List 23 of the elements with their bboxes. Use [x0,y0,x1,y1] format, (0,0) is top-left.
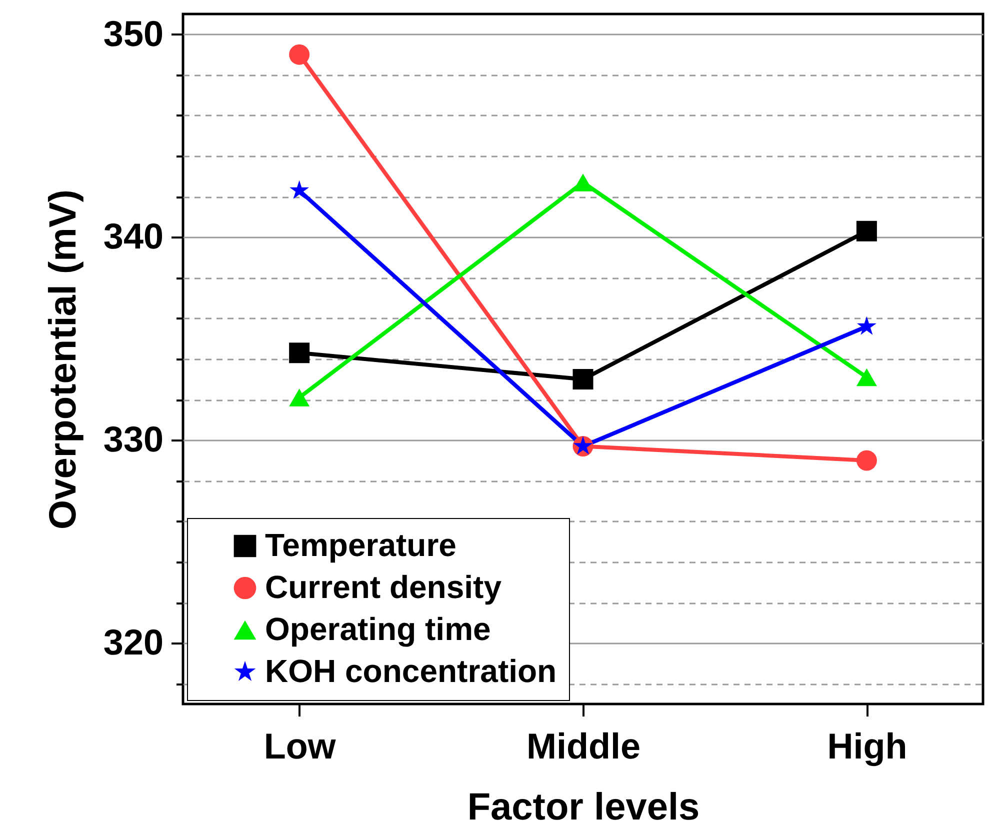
point [290,180,310,199]
point [289,388,310,406]
y-tick-label: 350 [103,12,164,54]
x-tick-label: Middle [526,726,640,766]
point [289,342,310,364]
legend-label: KOH concentration [265,653,557,689]
x-axis-title: Factor levels [467,786,700,828]
y-tick-label: 340 [103,216,164,257]
x-tick-label: High [827,726,908,766]
legend-label: Temperature [265,527,456,563]
point [856,368,877,386]
y-tick-label: 330 [103,418,164,460]
point [856,450,877,471]
x-tick-label: Low [264,726,337,766]
legend-label: Current density [265,569,502,605]
y-axis-title: Overpotential (mV) [42,190,84,530]
y-tick-label: 320 [103,622,164,663]
point [289,44,310,65]
point [572,369,594,390]
point [856,316,876,335]
point [572,174,594,192]
legend-label: Operating time [265,611,491,647]
point [856,220,877,242]
